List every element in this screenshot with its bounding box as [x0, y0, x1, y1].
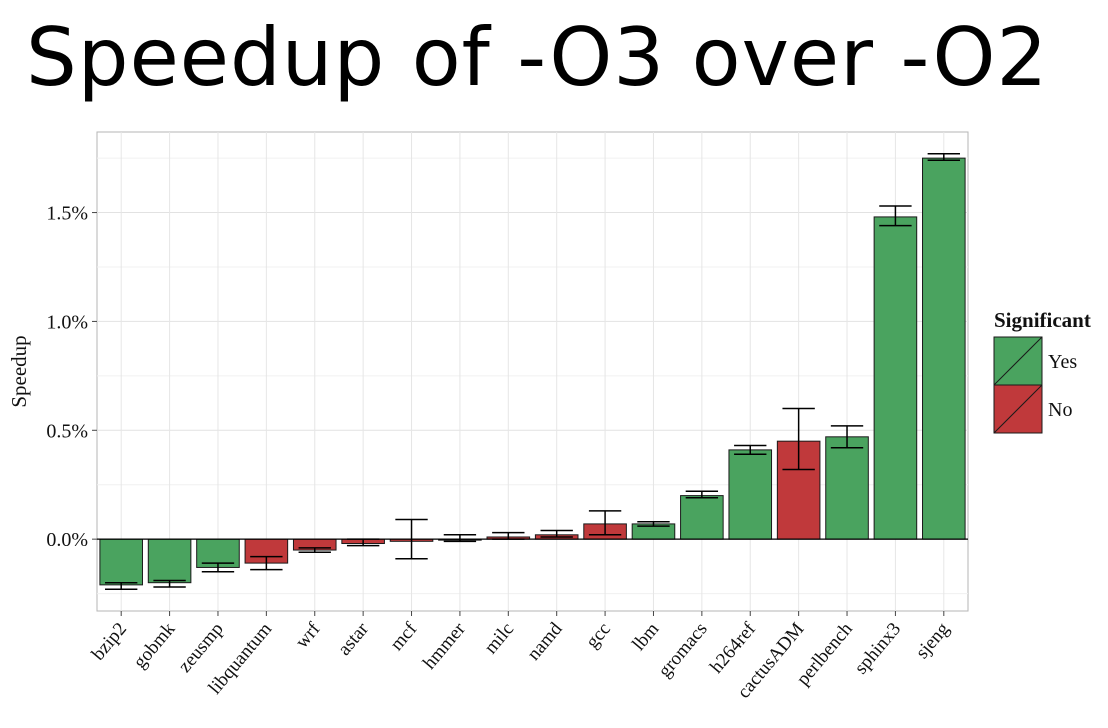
- y-axis-ticks: 0.0% 0.5% 1.0% 1.5%: [46, 203, 97, 551]
- error-bar-bzip2: [105, 581, 138, 590]
- bar-h264ref: [728, 449, 773, 540]
- legend-item-no: No: [993, 384, 1072, 434]
- bar-bzip2: [99, 538, 143, 586]
- error-bar-cactusADM: [782, 407, 815, 471]
- plot-area: [96, 131, 969, 612]
- y-axis-label: Speedup: [7, 335, 31, 407]
- x-category-label: milc: [480, 619, 518, 658]
- y-tick-label: 1.0%: [46, 311, 88, 333]
- x-category-label: lbm: [628, 619, 663, 655]
- error-bar-sphinx3: [879, 205, 912, 227]
- legend-item-yes: Yes: [993, 336, 1077, 386]
- error-bar-namd: [540, 529, 573, 538]
- bar-sphinx3: [873, 216, 918, 540]
- x-category-label: namd: [523, 618, 567, 664]
- error-bar-h264ref: [734, 444, 767, 455]
- error-bar-wrf: [298, 547, 331, 553]
- x-category-label: bzip2: [88, 619, 131, 665]
- bar-perlbench: [825, 436, 869, 540]
- legend: Significant Yes No: [993, 308, 1091, 434]
- x-category-label: sphinx3: [850, 619, 905, 679]
- error-bars: [105, 153, 960, 590]
- error-bar-zeusmp: [201, 562, 235, 573]
- legend-swatch-slash: [993, 384, 1043, 434]
- chart-title: Speedup of -O3 over -O2: [26, 11, 1049, 104]
- error-bar-milc: [492, 531, 525, 540]
- error-bar-perlbench: [830, 425, 864, 449]
- x-category-label: gobmk: [129, 618, 179, 672]
- y-tick-label: 0.5%: [46, 420, 88, 442]
- legend-label: No: [1048, 399, 1072, 421]
- bars: [99, 157, 966, 586]
- y-tick-label: 0.0%: [46, 529, 88, 551]
- x-category-label: gromacs: [654, 619, 711, 682]
- y-tick-label: 1.5%: [46, 203, 88, 225]
- error-bar-gobmk: [153, 579, 186, 588]
- bar-sjeng: [922, 157, 966, 540]
- error-bar-astar: [346, 538, 380, 547]
- error-bar-sjeng: [927, 153, 960, 162]
- bar-gobmk: [147, 538, 192, 584]
- x-category-label: wrf: [292, 618, 325, 652]
- error-bar-gromacs: [685, 490, 719, 499]
- x-category-label: gcc: [582, 619, 615, 653]
- bar-gromacs: [680, 495, 724, 540]
- legend-label: Yes: [1048, 351, 1077, 373]
- legend-swatch-slash: [993, 336, 1043, 386]
- x-category-label: mcf: [386, 618, 422, 655]
- x-category-label: astar: [334, 618, 374, 659]
- x-category-label: sjeng: [912, 618, 954, 663]
- error-bar-gcc: [588, 510, 622, 536]
- legend-title: Significant: [994, 308, 1091, 332]
- x-category-label: hmmer: [419, 618, 470, 673]
- error-bar-mcf: [395, 518, 428, 560]
- error-bar-lbm: [637, 520, 670, 527]
- error-bar-hmmer: [443, 534, 477, 543]
- error-bar-libquantum: [250, 555, 283, 571]
